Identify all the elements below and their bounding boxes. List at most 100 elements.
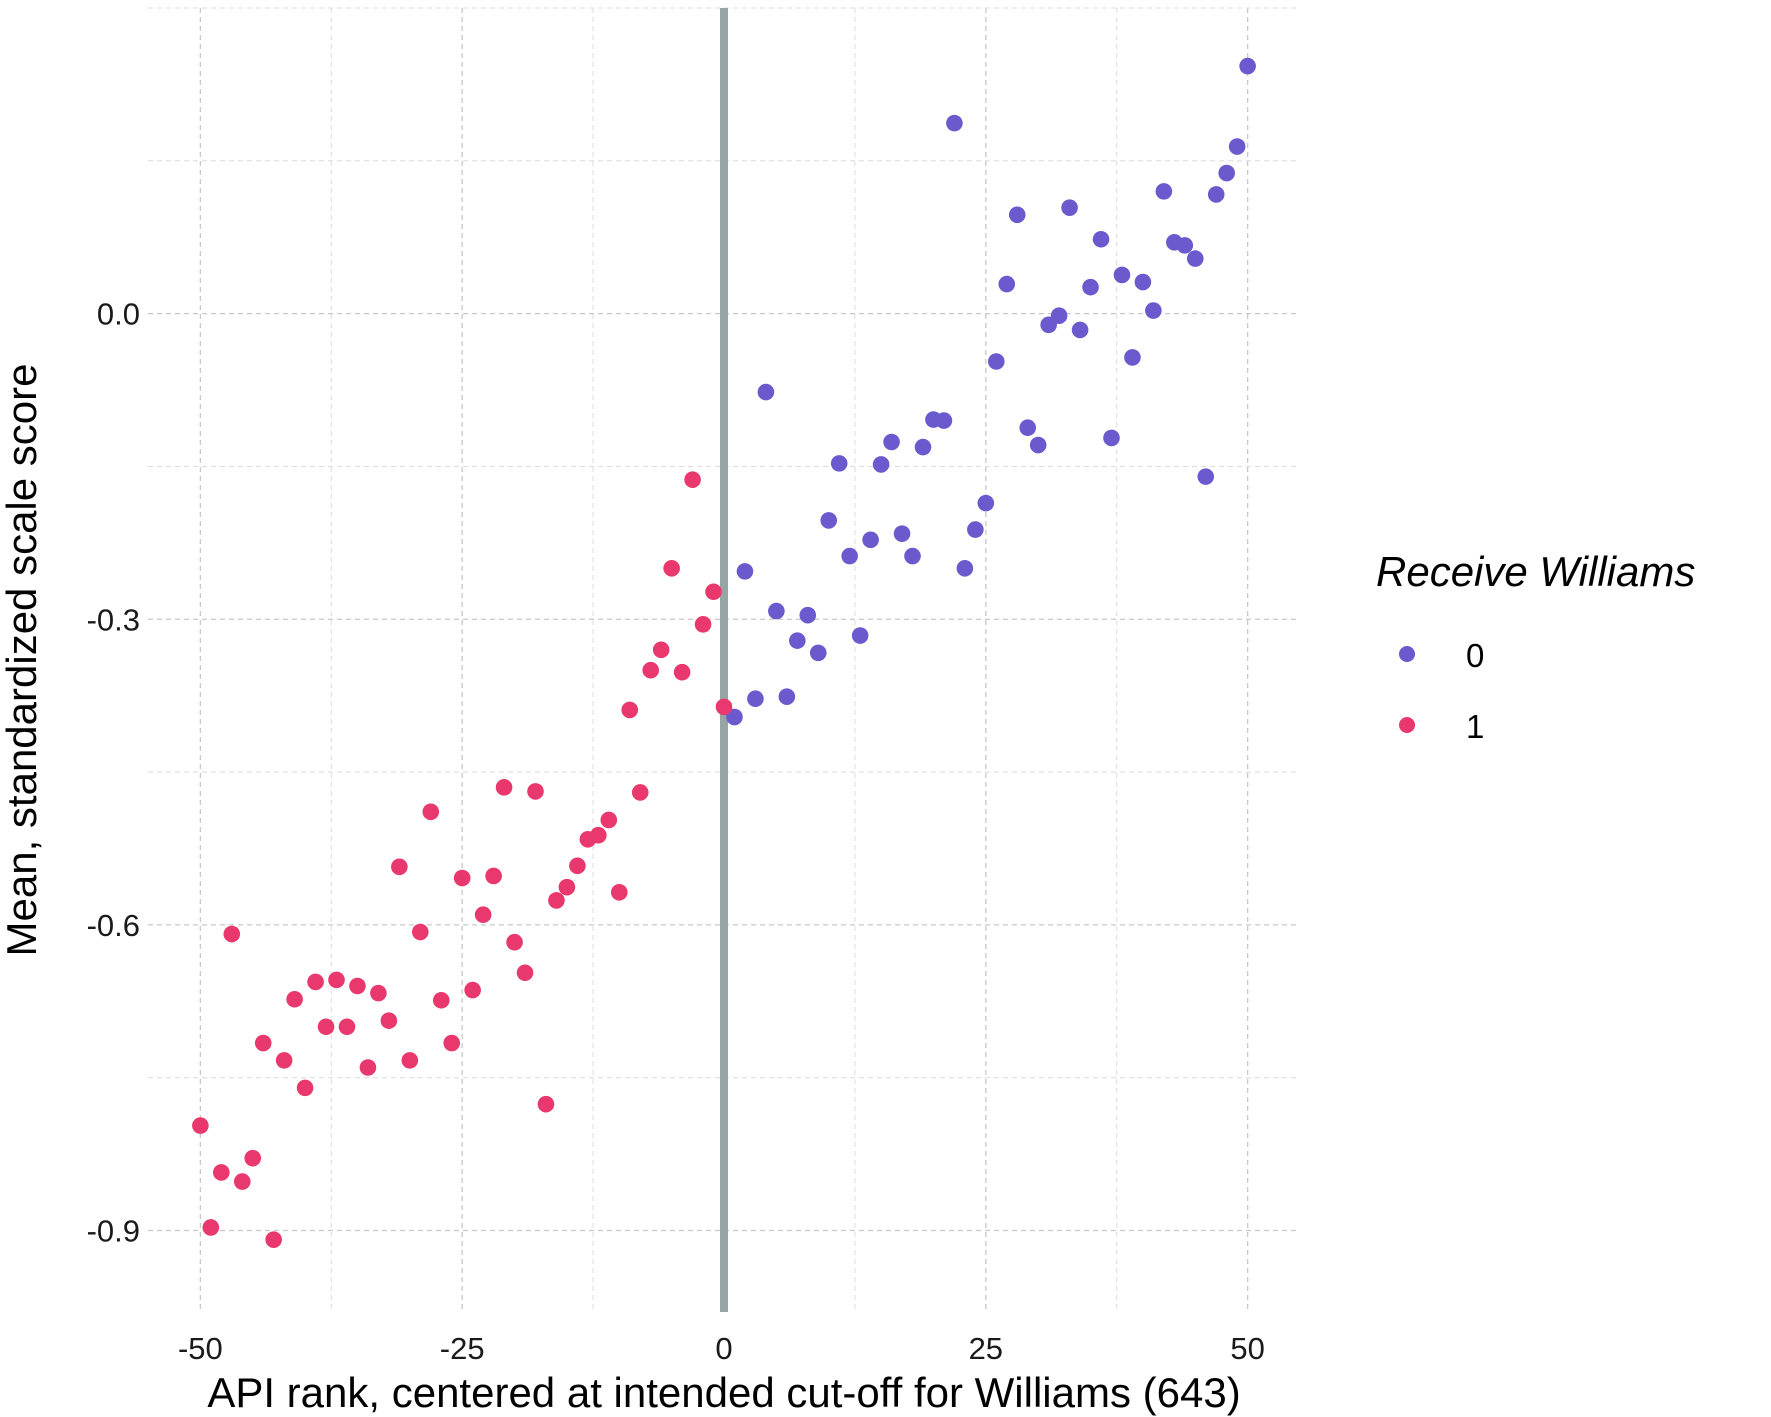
data-point-series-1 — [684, 471, 701, 488]
data-point-series-0 — [830, 455, 848, 472]
data-point-series-0 — [893, 525, 911, 542]
data-point-series-1 — [673, 663, 691, 681]
data-point-series-0 — [736, 563, 754, 580]
data-point-series-0 — [1176, 237, 1194, 254]
data-point-series-1 — [317, 1018, 335, 1036]
data-point-series-0 — [987, 353, 1005, 370]
data-point-series-0 — [1124, 349, 1141, 366]
data-point-series-0 — [977, 494, 995, 512]
x-tick-label: -25 — [440, 1331, 485, 1366]
data-point-series-1 — [401, 1052, 419, 1069]
data-point-series-0 — [935, 412, 953, 429]
legend-key-1 — [1399, 717, 1415, 733]
data-point-series-1 — [192, 1117, 209, 1134]
x-tick-label: 50 — [1230, 1331, 1264, 1366]
legend-title: Receive Williams — [1376, 548, 1695, 595]
x-tick-label: -50 — [178, 1331, 223, 1366]
data-point-series-0 — [1134, 273, 1152, 291]
data-point-series-1 — [213, 1164, 230, 1181]
data-point-series-1 — [527, 783, 544, 800]
y-axis-tick-labels: -0.9 -0.6 -0.3 0.0 — [87, 297, 140, 1249]
data-point-series-1 — [296, 1079, 314, 1097]
x-tick-label: 0 — [715, 1331, 732, 1366]
x-axis-tick-labels: -50 -25 0 25 50 — [178, 1331, 1265, 1366]
data-point-series-1 — [233, 1173, 251, 1190]
data-point-series-1 — [223, 925, 241, 943]
data-point-series-1 — [694, 616, 712, 633]
data-point-series-1 — [558, 878, 576, 896]
data-point-series-0 — [841, 547, 858, 565]
data-point-series-0 — [820, 512, 838, 529]
data-point-series-0 — [789, 632, 806, 649]
data-point-series-1 — [338, 1018, 356, 1036]
data-point-series-1 — [548, 892, 565, 909]
data-point-series-0 — [862, 531, 879, 549]
data-point-series-1 — [621, 701, 639, 719]
data-point-series-1 — [652, 641, 670, 659]
data-point-series-1 — [537, 1095, 555, 1113]
data-point-series-0 — [904, 547, 921, 565]
data-point-series-0 — [1113, 266, 1131, 284]
data-point-series-1 — [506, 933, 523, 951]
data-point-series-0 — [851, 627, 869, 644]
y-tick-label: -0.3 — [87, 602, 140, 637]
data-point-series-0 — [1071, 321, 1089, 339]
y-tick-label: 0.0 — [97, 297, 140, 332]
data-point-series-1 — [610, 883, 628, 901]
data-point-series-1 — [265, 1231, 282, 1248]
data-point-series-1 — [380, 1012, 398, 1029]
x-tick-label: 25 — [969, 1331, 1003, 1366]
data-point-series-1 — [495, 779, 513, 796]
data-point-series-0 — [1186, 250, 1204, 267]
data-point-series-1 — [411, 923, 429, 941]
y-tick-label: -0.6 — [87, 908, 140, 943]
x-axis-title: API rank, centered at intended cut-off f… — [207, 1369, 1240, 1416]
data-point-series-0 — [883, 433, 900, 451]
data-point-series-1 — [432, 991, 450, 1009]
data-point-series-0 — [1228, 138, 1246, 155]
data-point-series-0 — [726, 708, 743, 726]
data-point-series-1 — [474, 906, 492, 923]
data-point-series-1 — [307, 973, 324, 991]
data-point-series-1 — [202, 1219, 220, 1236]
data-point-series-1 — [453, 869, 471, 887]
data-point-series-0 — [1061, 199, 1078, 216]
data-point-series-1 — [359, 1059, 377, 1076]
y-tick-label: -0.9 — [87, 1214, 140, 1249]
data-point-series-1 — [244, 1149, 262, 1167]
data-point-series-0 — [956, 560, 974, 577]
data-point-series-1 — [254, 1034, 272, 1052]
data-point-series-1 — [663, 560, 680, 577]
data-point-series-0 — [809, 644, 827, 662]
data-point-series-0 — [1145, 302, 1162, 319]
data-point-series-0 — [1155, 183, 1173, 200]
data-point-series-0 — [998, 275, 1016, 293]
data-point-series-1 — [569, 857, 586, 875]
data-point-series-0 — [1029, 436, 1047, 454]
data-point-series-1 — [443, 1034, 461, 1052]
data-point-series-1 — [590, 826, 607, 844]
data-point-series-0 — [1218, 164, 1235, 182]
data-point-series-0 — [768, 602, 785, 620]
data-point-series-1 — [516, 964, 534, 982]
data-point-series-1 — [370, 984, 387, 1002]
data-point-series-0 — [1207, 186, 1225, 203]
data-point-series-1 — [422, 803, 440, 821]
legend: Receive Williams 0 1 — [1376, 548, 1695, 745]
data-point-series-1 — [286, 990, 303, 1008]
legend-key-0 — [1399, 646, 1415, 662]
legend-label-1: 1 — [1466, 708, 1484, 745]
data-point-series-1 — [464, 981, 481, 999]
data-point-series-1 — [349, 977, 366, 995]
data-point-series-0 — [946, 114, 963, 132]
data-point-series-0 — [1103, 429, 1120, 447]
data-point-series-1 — [391, 858, 408, 876]
legend-label-0: 0 — [1466, 637, 1484, 674]
data-point-series-0 — [872, 456, 890, 473]
data-points — [192, 57, 1256, 1248]
data-point-series-1 — [485, 867, 502, 885]
data-point-series-0 — [778, 688, 796, 705]
data-point-series-0 — [914, 438, 932, 456]
data-point-series-1 — [328, 971, 345, 989]
